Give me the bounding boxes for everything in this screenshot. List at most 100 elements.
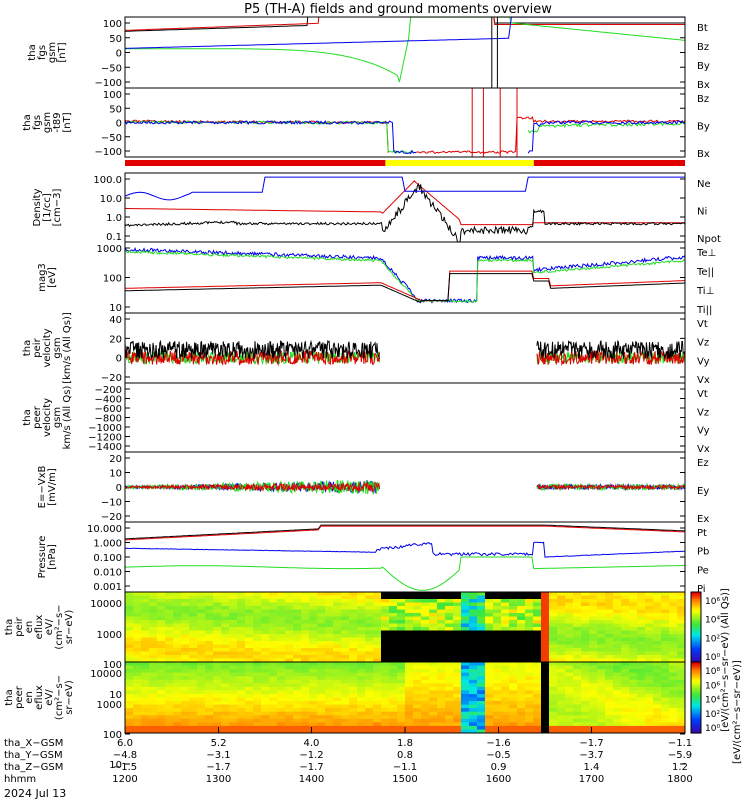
heatmap-cell [493, 616, 502, 621]
heatmap-cell [325, 715, 334, 720]
heatmap-cell [405, 606, 414, 611]
heatmap-cell [509, 683, 518, 688]
heatmap-cell [669, 704, 678, 709]
heatmap-cell [661, 697, 670, 702]
heatmap-cell [237, 718, 246, 723]
heatmap-cell [461, 665, 470, 670]
ytick-label: −200 [95, 385, 122, 396]
heatmap-cell [317, 679, 326, 684]
heatmap-cell [597, 655, 606, 660]
heatmap-cell [485, 701, 494, 706]
heatmap-cell [341, 722, 350, 727]
heatmap-cell [653, 683, 662, 688]
ytick-label: 20 [109, 454, 122, 465]
heatmap-cell [405, 683, 414, 688]
heatmap-cell [605, 704, 614, 709]
heatmap-cell [173, 658, 182, 662]
heatmap-cell [301, 641, 310, 646]
heatmap-cell [581, 616, 590, 621]
heatmap-cell [477, 630, 486, 635]
heatmap-cell [325, 676, 334, 681]
heatmap-cell [669, 623, 678, 628]
heatmap-cell [565, 690, 574, 695]
heatmap-cell [597, 701, 606, 706]
heatmap-cell [453, 715, 462, 720]
ytick-label: 1000 [97, 700, 122, 711]
heatmap-cell [341, 708, 350, 713]
heatmap-cell [493, 592, 502, 597]
heatmap-cell [429, 683, 438, 688]
heatmap-cell [173, 651, 182, 656]
heatmap-cell [245, 718, 254, 723]
heatmap-cell [125, 616, 134, 621]
heatmap-cell [269, 627, 278, 632]
legend-Ti||: Ti|| [696, 305, 712, 316]
heatmap-cell [325, 704, 334, 709]
heatmap-cell [661, 630, 670, 635]
heatmap-cell [349, 669, 358, 674]
heatmap-cell [581, 718, 590, 723]
heatmap-cell [389, 637, 398, 642]
heatmap-cell [253, 613, 262, 618]
heatmap-cell [165, 658, 174, 662]
heatmap-cell [141, 595, 150, 600]
heatmap-cell [317, 606, 326, 611]
heatmap-cell [357, 711, 366, 716]
heatmap-cell [469, 648, 478, 653]
heatmap-cell [437, 722, 446, 727]
heatmap-cell [653, 606, 662, 611]
heatmap-cell [205, 655, 214, 660]
heatmap-cell [325, 616, 334, 621]
heatmap-cell [317, 694, 326, 699]
heatmap-cell [285, 644, 294, 649]
heatmap-cell [469, 655, 478, 660]
ylabel-line: (cm²−s− [54, 675, 65, 720]
heatmap-cell [557, 595, 566, 600]
heatmap-cell [381, 599, 390, 604]
legend-Te⊥: Te⊥ [696, 248, 716, 259]
heatmap-cell [157, 725, 166, 730]
heatmap-cell [141, 658, 150, 662]
heatmap-cell [197, 725, 206, 730]
heatmap-cell [157, 711, 166, 716]
heatmap-cell [413, 701, 422, 706]
heatmap-cell [557, 662, 566, 667]
heatmap-cell [317, 729, 326, 733]
colorbar-cell [691, 704, 701, 708]
heatmap-cell [581, 592, 590, 597]
heatmap-cell [165, 613, 174, 618]
heatmap-cell [509, 662, 518, 667]
heatmap-cell [229, 711, 238, 716]
heatmap-cell [357, 641, 366, 646]
heatmap-cell [677, 729, 685, 733]
heatmap-cell [245, 641, 254, 646]
heatmap-cell [525, 634, 534, 639]
heatmap-cell [597, 725, 606, 730]
heatmap-cell [149, 630, 158, 635]
heatmap-cell [333, 609, 342, 614]
heatmap-cell [197, 627, 206, 632]
heatmap-cell [461, 676, 470, 681]
heatmap-cell [525, 641, 534, 646]
heatmap-cell [461, 602, 470, 607]
heatmap-cell [621, 644, 630, 649]
heatmap-cell [277, 704, 286, 709]
heatmap-cell [269, 613, 278, 618]
heatmap-cell [157, 658, 166, 662]
heatmap-cell [517, 704, 526, 709]
heatmap-cell [397, 658, 406, 662]
heatmap-cell [413, 665, 422, 670]
colorbar-cell [691, 657, 701, 661]
heatmap-cell [421, 651, 430, 656]
series-Vt [125, 339, 685, 361]
heatmap-cell [549, 722, 558, 727]
heatmap-cell [197, 613, 206, 618]
heatmap-cell [517, 630, 526, 635]
legend-Te||: Te|| [696, 267, 714, 278]
heatmap-cell [309, 697, 318, 702]
heatmap-cell [485, 715, 494, 720]
heatmap-cell [461, 722, 470, 727]
heatmap-cell [325, 658, 334, 662]
heatmap-cell [133, 694, 142, 699]
